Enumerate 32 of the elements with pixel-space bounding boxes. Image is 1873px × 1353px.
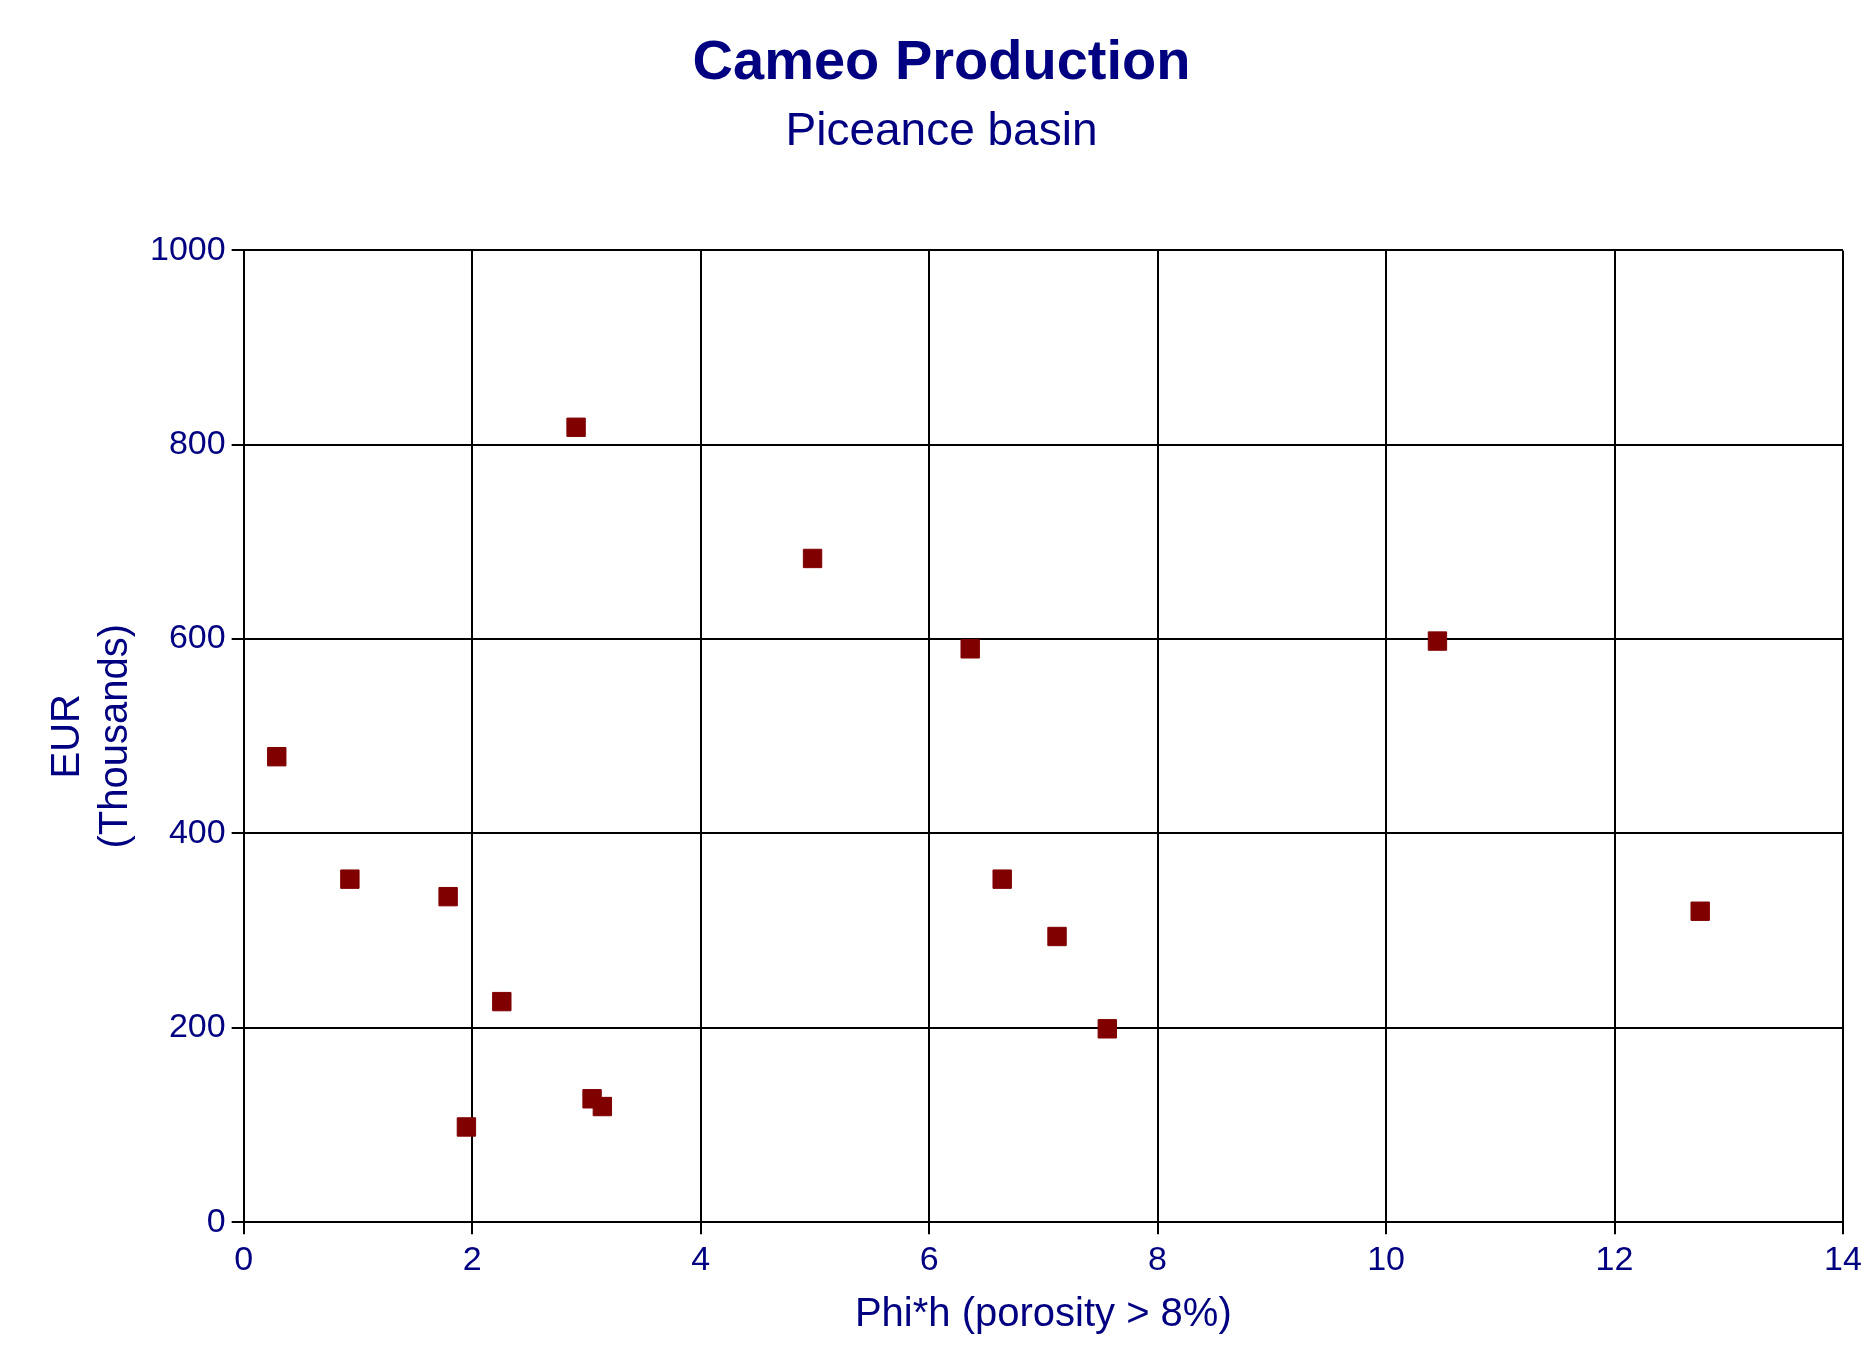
point (1097, 1019, 1117, 1039)
point (267, 747, 287, 767)
y-tick-label: 400 (168, 811, 226, 850)
chart-subtitle: Piceance basin (785, 103, 1098, 156)
point (456, 1117, 477, 1137)
x-tick-label: 14 (1824, 1238, 1862, 1277)
x-tick-label: 6 (919, 1238, 939, 1277)
y-tick-label: 200 (168, 1006, 226, 1045)
y-tick-label: 1000 (150, 228, 226, 267)
point (1427, 631, 1448, 651)
point (960, 639, 980, 659)
point (492, 991, 512, 1012)
x-tick-label: 10 (1367, 1238, 1405, 1277)
x-tick-label: 0 (234, 1238, 254, 1277)
point (802, 548, 823, 569)
x-tick-label: 2 (462, 1238, 482, 1277)
point (340, 869, 360, 889)
chart-title: Cameo Production (692, 28, 1191, 92)
point (566, 417, 586, 437)
point (1047, 926, 1067, 947)
x-tick-label: 8 (1148, 1238, 1168, 1277)
y-axis-title: EUR (Thousands) (43, 624, 136, 849)
point (1690, 901, 1710, 921)
point (992, 869, 1012, 889)
point (438, 886, 458, 907)
x-axis-title: Phi*h (porosity > 8%) (854, 1290, 1232, 1335)
point (592, 1096, 613, 1117)
y-tick-label: 600 (168, 617, 226, 656)
y-tick-label: 0 (206, 1200, 226, 1239)
x-tick-label: 4 (691, 1238, 711, 1277)
x-tick-label: 12 (1595, 1238, 1634, 1277)
y-tick-label: 800 (168, 423, 226, 462)
